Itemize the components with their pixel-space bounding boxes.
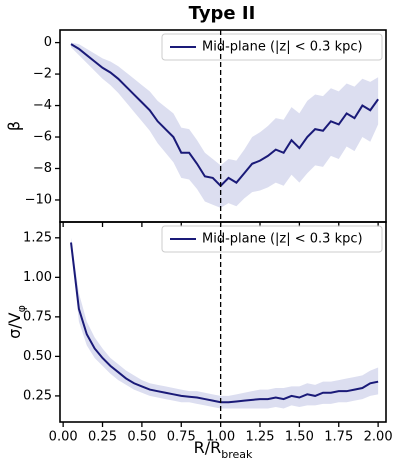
error-band: [71, 42, 379, 208]
y-tick-label: −4: [33, 98, 52, 113]
chart-title: Type II: [189, 3, 256, 24]
y-tick-label: 0.50: [23, 349, 52, 364]
y-axis-label-sub: φ: [15, 305, 28, 312]
y-tick-label: −8: [33, 161, 52, 176]
data-line: [70, 242, 379, 404]
data-line: [70, 43, 379, 188]
x-tick-label: 0.25: [88, 430, 117, 445]
y-axis-label: β: [5, 121, 24, 131]
y-tick-label: −6: [33, 130, 52, 145]
x-tick-label: 0.50: [127, 430, 156, 445]
error-band: [71, 237, 379, 409]
y-axis-label: σ/Vφ: [5, 305, 28, 339]
x-tick-label: 1.75: [324, 430, 353, 445]
y-tick-label: 1.25: [23, 230, 52, 245]
x-axis-label-sub: break: [221, 448, 253, 461]
y-tick-label: −2: [33, 67, 52, 82]
axes-frame: [59, 221, 387, 423]
x-tick-label: 0.75: [167, 430, 196, 445]
y-axis-label-main: σ/V: [5, 312, 24, 339]
legend-box: [161, 225, 383, 253]
x-tick-label: 2.00: [364, 430, 393, 445]
legend-label: Mid-plane (|z| < 0.3 kpc): [202, 232, 363, 247]
y-tick-label: 1.00: [23, 270, 52, 285]
x-tick-label: 1.00: [206, 430, 235, 445]
y-tick-label: 0.75: [23, 309, 52, 324]
x-tick-label: 0.00: [49, 430, 78, 445]
y-tick-label: 0: [44, 35, 52, 50]
x-axis-label-main: R/R: [194, 438, 222, 457]
x-tick-label: 1.25: [246, 430, 275, 445]
y-tick-label: 0.25: [23, 388, 52, 403]
y-tick-label: −10: [25, 192, 52, 207]
legend-label: Mid-plane (|z| < 0.3 kpc): [202, 40, 363, 55]
legend-box: [161, 33, 383, 61]
x-tick-label: 1.50: [285, 430, 314, 445]
x-axis-label: R/Rbreak: [194, 438, 253, 461]
